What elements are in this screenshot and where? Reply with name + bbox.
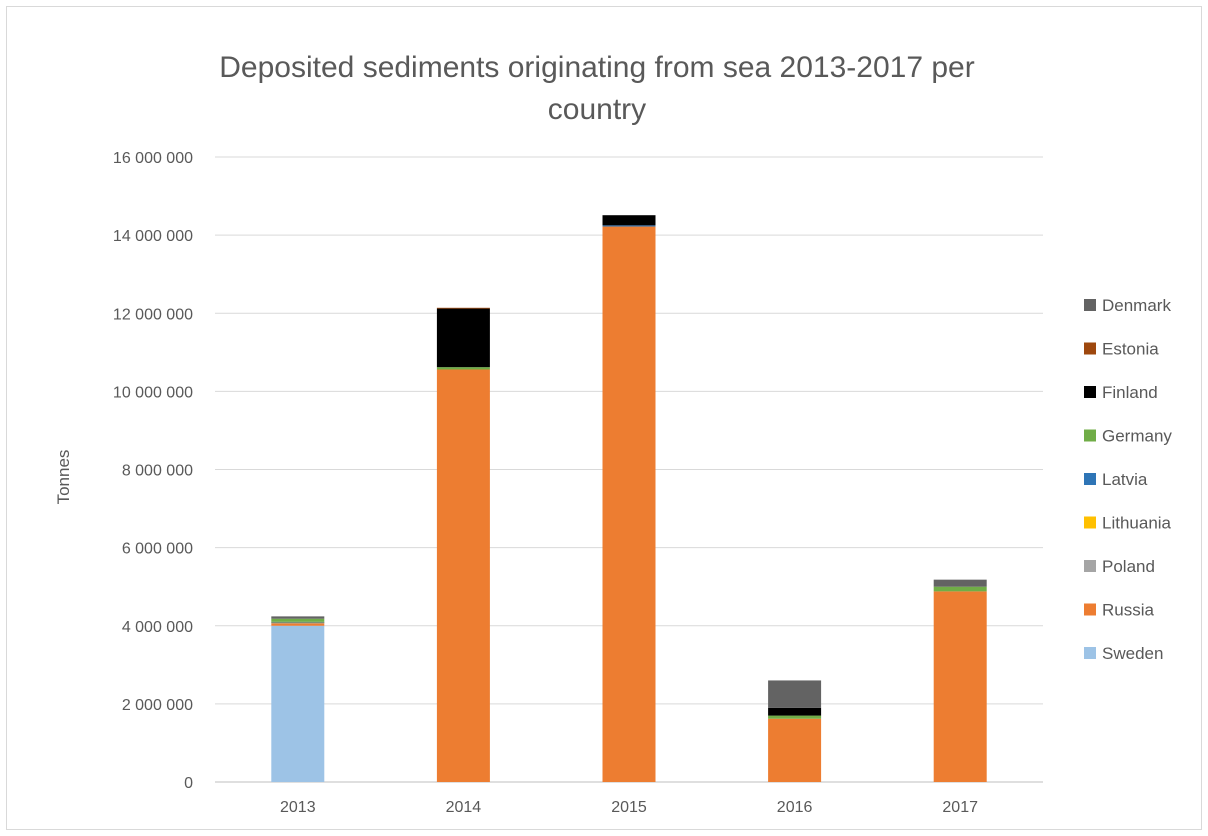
y-tick-label: 2 000 000	[122, 697, 193, 714]
y-tick-label: 14 000 000	[113, 228, 193, 245]
bar-segment-sweden-2013	[271, 625, 325, 782]
bar-segment-finland-2014	[436, 308, 490, 368]
y-tick-label: 0	[184, 775, 193, 792]
legend-label-estonia: Estonia	[1102, 340, 1159, 359]
chart-title-line-2: country	[548, 93, 646, 126]
legend-label-germany: Germany	[1102, 427, 1172, 446]
legend-label-russia: Russia	[1102, 601, 1155, 620]
y-tick-label: 12 000 000	[113, 306, 193, 323]
y-tick-label: 8 000 000	[122, 463, 193, 480]
y-axis-label: Tonnes	[54, 450, 73, 505]
legend-swatch-lithuania	[1084, 516, 1096, 529]
x-tick-label: 2014	[446, 799, 482, 816]
x-tick-label: 2015	[611, 799, 647, 816]
bar-segment-germany-2014	[436, 367, 490, 370]
legend-label-latvia: Latvia	[1102, 470, 1148, 489]
stacked-bar-chart: Deposited sediments originating from sea…	[54, 51, 1172, 816]
y-tick-label: 10 000 000	[113, 384, 193, 401]
bar-segment-russia-2015	[602, 226, 656, 782]
bar-segment-russia-2013	[271, 623, 325, 626]
legend-swatch-estonia	[1084, 342, 1096, 355]
bar-segment-denmark-2017	[933, 579, 987, 587]
x-tick-label: 2017	[942, 799, 978, 816]
legend-swatch-sweden	[1084, 647, 1096, 659]
bar-segment-denmark-2013	[271, 616, 325, 619]
bar-segment-germany-2017	[933, 586, 987, 592]
x-tick-label: 2013	[280, 799, 316, 816]
legend-label-finland: Finland	[1102, 383, 1158, 402]
bar-segment-finland-2016	[768, 707, 822, 716]
legend-swatch-poland	[1084, 560, 1096, 572]
y-tick-label: 6 000 000	[122, 541, 193, 558]
bar-segment-russia-2017	[933, 591, 987, 782]
bar-stacks	[271, 215, 987, 782]
y-tick-label: 16 000 000	[113, 150, 193, 167]
bar-segment-germany-2013	[271, 618, 325, 622]
legend-swatch-finland	[1084, 386, 1096, 398]
y-tick-label: 4 000 000	[122, 619, 193, 636]
legend: Denmark Estonia Finland Germany Latvia Lithua…	[1084, 296, 1172, 663]
legend-swatch-russia	[1084, 603, 1096, 616]
legend-label-lithuania: Lithuania	[1102, 514, 1172, 533]
chart-title: Deposited sediments originating from sea…	[219, 51, 974, 126]
legend-label-sweden: Sweden	[1102, 644, 1163, 663]
bar-segment-denmark-2016	[768, 680, 822, 708]
bar-segment-germany-2016	[768, 715, 822, 719]
bar-segment-estonia-2014	[436, 307, 490, 309]
legend-label-poland: Poland	[1102, 557, 1155, 576]
x-axis-ticks: 2013 2014 2015 2016 2017	[280, 799, 978, 816]
legend-swatch-latvia	[1084, 473, 1096, 485]
x-tick-label: 2016	[777, 799, 813, 816]
bar-segment-latvia-2013	[271, 621, 325, 623]
chart-frame: Deposited sediments originating from sea…	[6, 6, 1202, 830]
bar-segment-latvia-2015	[602, 225, 656, 227]
legend-swatch-germany	[1084, 429, 1096, 442]
legend-swatch-denmark	[1084, 299, 1096, 311]
legend-label-denmark: Denmark	[1102, 296, 1171, 315]
y-axis-ticks: 0 2 000 000 4 000 000 6 000 000 8 000 000 10 …	[113, 150, 193, 792]
bar-segment-finland-2015	[602, 215, 656, 226]
chart-title-line-1: Deposited sediments originating from sea…	[219, 51, 974, 84]
bar-segment-russia-2014	[436, 369, 490, 782]
bar-segment-russia-2016	[768, 718, 822, 782]
